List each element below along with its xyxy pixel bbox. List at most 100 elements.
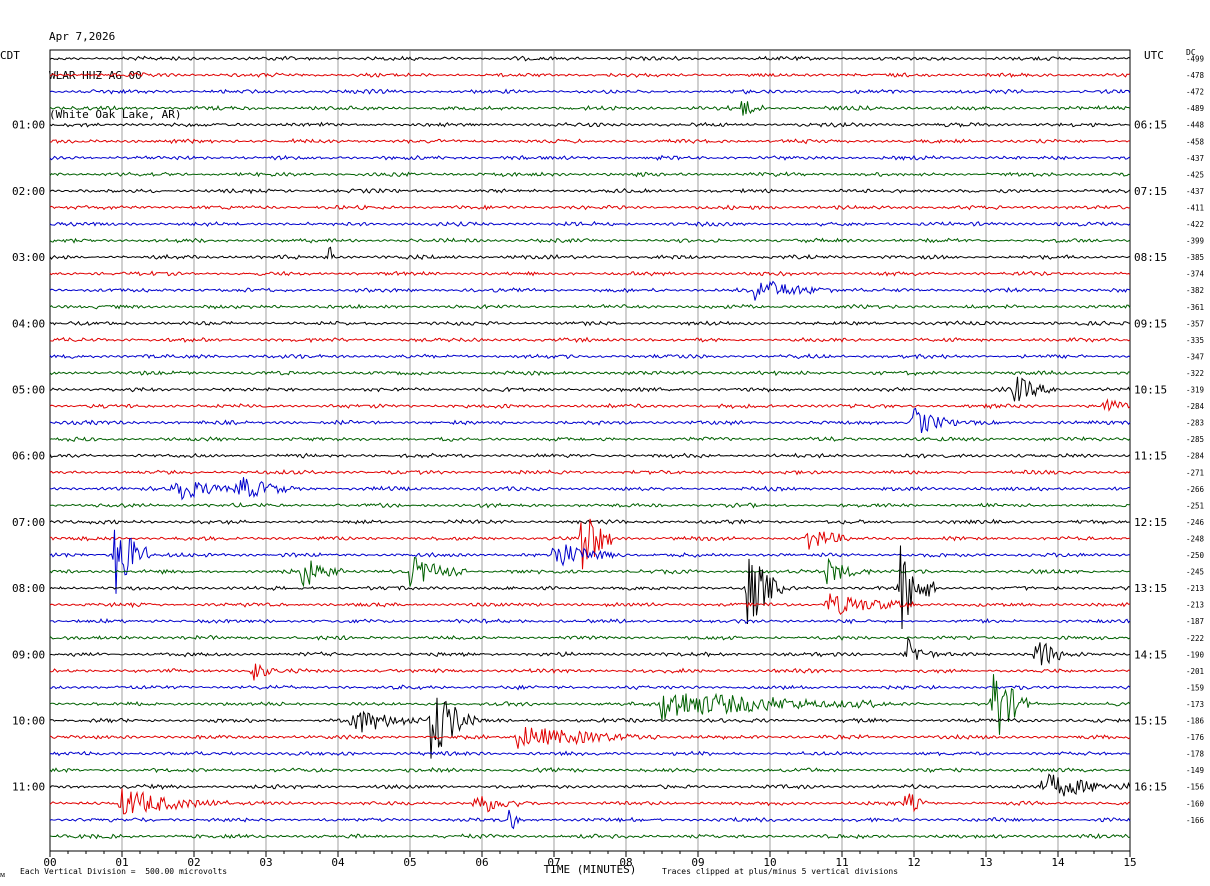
dc-offset-label: -213 [1186, 584, 1204, 593]
dc-offset-label: -160 [1186, 799, 1205, 808]
trace-row-17 [49, 336, 1131, 344]
trace-row-6 [49, 154, 1131, 161]
trace-row-32 [49, 545, 1131, 630]
dc-offset-label: -251 [1186, 501, 1204, 510]
dc-offset-label: -222 [1186, 634, 1204, 643]
dc-offset-label: -190 [1186, 650, 1205, 659]
trace-row-44 [49, 773, 1131, 797]
trace-row-5 [50, 138, 1131, 145]
left-time-label: 09:00 [12, 648, 45, 661]
x-tick-label: 07 [547, 856, 560, 869]
trace-row-16 [49, 320, 1131, 327]
dc-offset-label: -322 [1186, 369, 1204, 378]
x-tick-label: 13 [979, 856, 992, 869]
trace-row-10 [49, 220, 1131, 228]
trace-row-7 [49, 171, 1131, 178]
dc-offset-label: -285 [1186, 435, 1204, 444]
x-tick-label: 02 [187, 856, 200, 869]
right-time-label: 16:15 [1134, 781, 1167, 794]
dc-offset-label: -437 [1186, 187, 1204, 196]
left-time-label: 05:00 [12, 384, 45, 397]
trace-row-27 [49, 501, 1131, 509]
dc-header-label: DC [1186, 48, 1196, 57]
trace-row-14 [49, 280, 1131, 301]
x-tick-label: 09 [691, 856, 704, 869]
dc-offset-label: -374 [1186, 270, 1205, 279]
right-time-label: 12:15 [1134, 516, 1167, 529]
dc-offset-label: -250 [1186, 551, 1205, 560]
right-time-label: 15:15 [1134, 715, 1167, 728]
trace-row-23 [49, 436, 1131, 442]
trace-row-41 [49, 727, 1131, 749]
dc-offset-label: -213 [1186, 601, 1204, 610]
trace-row-9 [49, 204, 1131, 211]
clip-note: Traces clipped at plus/minus 5 vertical … [662, 867, 899, 876]
label-layer: 00 01 02 03 04 05 06 07 08 09 10 11 12 13 14 15 TIME (MI… [12, 55, 1205, 877]
corner-mark: ᴍ [0, 870, 6, 879]
dc-offset-label: -458 [1186, 137, 1205, 146]
x-tick-label: 04 [331, 856, 345, 869]
scale-note: Each Vertical Division = 500.00 microvol… [20, 867, 228, 876]
dc-offset-label: -437 [1186, 154, 1204, 163]
left-time-label: 07:00 [12, 516, 45, 529]
dc-offset-label: -176 [1186, 733, 1205, 742]
header-location: (White Oak Lake, AR) [49, 108, 182, 121]
trace-row-45 [49, 788, 1131, 815]
dc-offset-label: -248 [1186, 534, 1205, 543]
dc-offset-label: -271 [1186, 468, 1204, 477]
dc-offset-label: -166 [1186, 816, 1205, 825]
dc-offset-label: -335 [1186, 336, 1204, 345]
dc-offset-label: -411 [1186, 203, 1204, 212]
dc-offset-label: -361 [1186, 303, 1204, 312]
x-tick-label: 08 [619, 856, 632, 869]
dc-offset-label: -187 [1186, 617, 1204, 626]
left-time-label: 04:00 [12, 317, 45, 330]
trace-row-25 [49, 469, 1131, 476]
dc-offset-label: -201 [1186, 667, 1204, 676]
dc-offset-label: -422 [1186, 220, 1204, 229]
x-axis-label: TIME (MINUTES) [544, 863, 637, 876]
dc-offset-label: -357 [1186, 319, 1204, 328]
right-timezone-label: UTC [1144, 49, 1164, 62]
dc-offset-label: -266 [1186, 485, 1205, 494]
trace-row-13 [49, 270, 1131, 277]
dc-offset-label: -246 [1186, 518, 1205, 527]
dc-offset-label: -399 [1186, 237, 1204, 246]
plot-frame [49, 49, 1131, 852]
trace-row-8 [49, 187, 1131, 195]
left-time-label: 08:00 [12, 582, 45, 595]
right-time-label: 07:15 [1134, 185, 1167, 198]
dc-offset-label: -159 [1186, 683, 1204, 692]
header-station: WLAR HHZ AG 00 [49, 69, 142, 82]
left-time-label: 06:00 [12, 450, 45, 463]
left-time-label: 01:00 [12, 119, 45, 132]
dc-offset-label: -178 [1186, 750, 1205, 759]
dc-offset-label: -347 [1186, 352, 1204, 361]
trace-row-21 [49, 398, 1131, 412]
dc-offset-label: -489 [1186, 104, 1204, 113]
x-tick-label: 03 [259, 856, 272, 869]
dc-offset-label: -448 [1186, 121, 1205, 130]
header-date: Apr 7,2026 [49, 30, 116, 43]
x-tick-label: 15 [1123, 856, 1136, 869]
dc-offset-label: -186 [1186, 717, 1205, 726]
right-time-label: 11:15 [1134, 450, 1167, 463]
chart-header: Apr 7,2026 WLAR HHZ AG 00 (White Oak Lak… [49, 4, 181, 134]
x-tick-label: 06 [475, 856, 488, 869]
left-time-label: 02:00 [12, 185, 45, 198]
dc-offset-label: -245 [1186, 568, 1204, 577]
right-time-label: 14:15 [1134, 648, 1167, 661]
right-time-label: 06:15 [1134, 119, 1167, 132]
dc-offset-label: -472 [1186, 88, 1204, 97]
dc-offset-label: -425 [1186, 170, 1204, 179]
left-time-label: 03:00 [12, 251, 45, 264]
trace-row-15 [49, 303, 1131, 310]
trace-row-24 [49, 452, 1131, 459]
trace-row-22 [49, 407, 1131, 434]
dc-offset-label: -382 [1186, 286, 1204, 295]
x-tick-label: 10 [763, 856, 776, 869]
right-time-label: 13:15 [1134, 582, 1167, 595]
grid-layer [49, 49, 1131, 857]
trace-row-18 [49, 353, 1131, 360]
